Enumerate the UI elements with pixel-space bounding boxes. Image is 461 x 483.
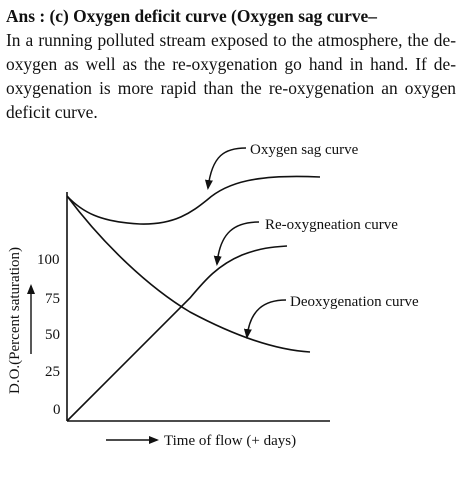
answer-body: In a running polluted stream exposed to … [6, 30, 456, 122]
oxygen-sag-curve [66, 175, 321, 225]
oxygen-sag-label: Oxygen sag curve [250, 142, 359, 158]
x-axis-label: Time of flow (+ days) [164, 433, 296, 449]
y-tick-label: 50 [45, 327, 60, 343]
y-tick-label: 75 [45, 291, 60, 307]
y-tick-label: 100 [37, 252, 60, 268]
y-axis-label: D.O.(Percent saturation) [7, 247, 23, 394]
reoxygenation-curve [66, 245, 288, 422]
answer-heading: Ans : (c) Oxygen deficit curve (Oxygen s… [6, 6, 377, 26]
y-tick-label: 25 [45, 364, 60, 380]
reoxygenation-label: Re-oxygneation curve [265, 217, 398, 233]
oxygen-sag-figure: 100 75 50 25 0 D.O.(Percent saturation) … [0, 130, 461, 483]
y-tick-label: 0 [53, 402, 61, 418]
deoxygenation-pointer [243, 299, 287, 339]
deoxygenation-label: Deoxygenation curve [290, 294, 419, 310]
reoxygenation-pointer [213, 221, 260, 266]
answer-block: Ans : (c) Oxygen deficit curve (Oxygen s… [6, 4, 456, 124]
oxygen-sag-diagram: 100 75 50 25 0 D.O.(Percent saturation) … [7, 142, 419, 449]
deoxygenation-curve [66, 195, 311, 353]
oxygen-sag-pointer [204, 147, 247, 190]
